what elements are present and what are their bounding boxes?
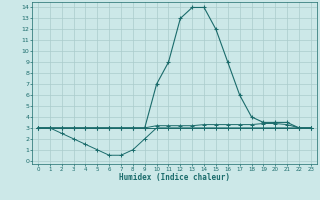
X-axis label: Humidex (Indice chaleur): Humidex (Indice chaleur) — [119, 173, 230, 182]
